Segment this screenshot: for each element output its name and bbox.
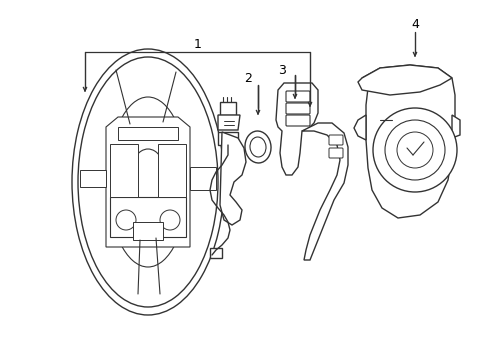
Circle shape bbox=[372, 108, 456, 192]
Ellipse shape bbox=[244, 131, 270, 163]
Ellipse shape bbox=[249, 137, 265, 157]
Circle shape bbox=[384, 120, 444, 180]
Polygon shape bbox=[357, 65, 451, 95]
Circle shape bbox=[116, 210, 136, 230]
Polygon shape bbox=[80, 170, 106, 187]
FancyBboxPatch shape bbox=[285, 103, 309, 114]
Polygon shape bbox=[220, 102, 236, 115]
Polygon shape bbox=[218, 115, 240, 130]
FancyBboxPatch shape bbox=[285, 115, 309, 126]
Polygon shape bbox=[133, 222, 163, 240]
Text: 1: 1 bbox=[194, 37, 202, 50]
Polygon shape bbox=[158, 144, 185, 197]
Circle shape bbox=[396, 132, 432, 168]
Polygon shape bbox=[275, 83, 317, 175]
Circle shape bbox=[160, 157, 180, 177]
Polygon shape bbox=[106, 117, 190, 247]
FancyBboxPatch shape bbox=[328, 135, 342, 145]
Polygon shape bbox=[361, 65, 454, 218]
Polygon shape bbox=[118, 127, 178, 140]
Text: 3: 3 bbox=[278, 63, 285, 77]
FancyBboxPatch shape bbox=[328, 148, 342, 158]
Polygon shape bbox=[451, 115, 459, 138]
Circle shape bbox=[116, 157, 136, 177]
Polygon shape bbox=[209, 248, 222, 258]
Polygon shape bbox=[302, 123, 347, 260]
Text: 2: 2 bbox=[244, 72, 251, 85]
Polygon shape bbox=[220, 132, 245, 225]
Circle shape bbox=[160, 210, 180, 230]
Text: 4: 4 bbox=[410, 18, 418, 31]
Polygon shape bbox=[110, 197, 185, 237]
Polygon shape bbox=[110, 144, 138, 197]
Polygon shape bbox=[190, 167, 216, 190]
Polygon shape bbox=[218, 132, 238, 145]
FancyBboxPatch shape bbox=[285, 91, 309, 102]
Polygon shape bbox=[353, 115, 365, 140]
